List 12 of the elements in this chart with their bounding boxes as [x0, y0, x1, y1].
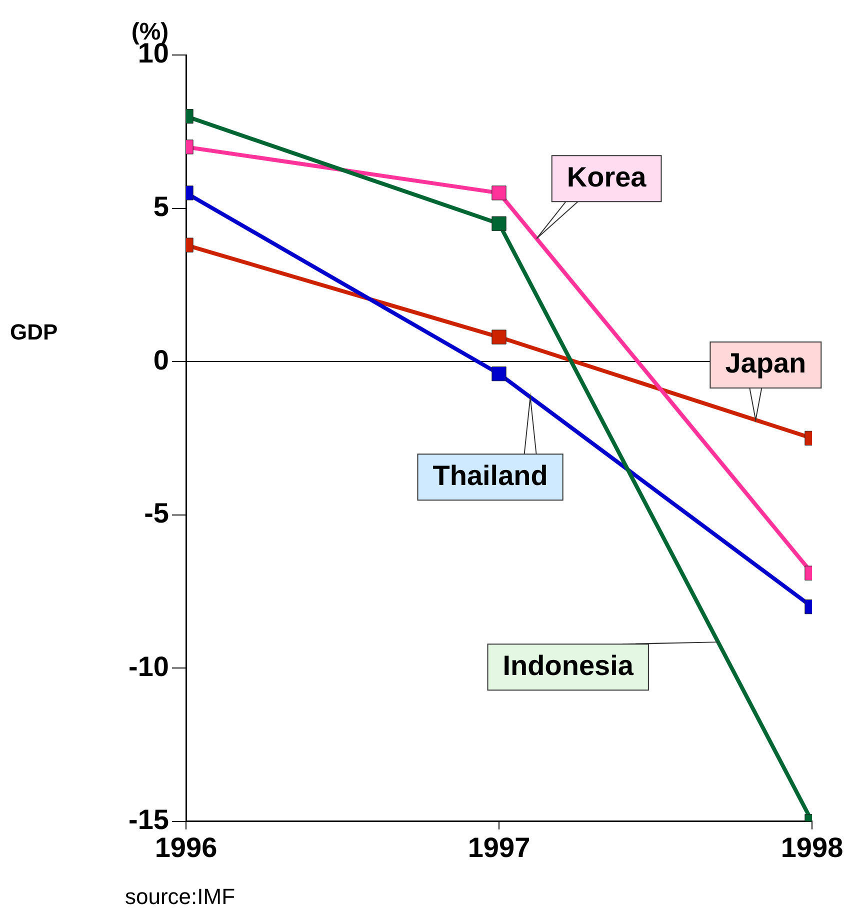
- x-tick-label: 1997: [468, 832, 530, 863]
- series-label: Korea: [566, 161, 647, 192]
- y-tick-label: -10: [128, 650, 169, 682]
- series-label: Japan: [725, 348, 806, 379]
- y-axis-title: GDP: [10, 320, 58, 345]
- y-tick-label: 5: [153, 191, 169, 222]
- x-tick-label: 1998: [780, 832, 844, 863]
- y-tick-label: 0: [153, 344, 169, 376]
- series-label: Thailand: [432, 460, 548, 491]
- text: Indonesia: [502, 650, 634, 681]
- y-tick-label: -5: [144, 498, 169, 529]
- source-note: source:IMF: [125, 884, 236, 910]
